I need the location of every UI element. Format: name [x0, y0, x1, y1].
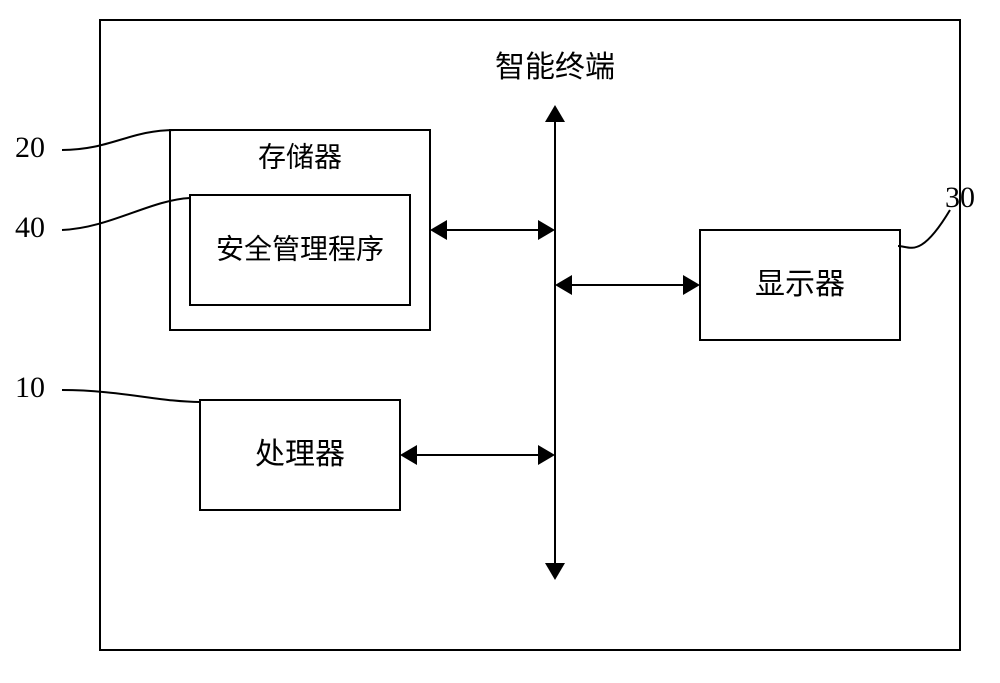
ref-30: 30 [945, 181, 975, 214]
program-label: 安全管理程序 [216, 233, 384, 265]
ref-40: 40 [15, 211, 45, 244]
diagram-title: 智能终端 [495, 51, 615, 84]
diagram-canvas: 智能终端 存储器 安全管理程序 处理器 显示器 20 40 10 30 [0, 0, 1000, 683]
ref-20: 20 [15, 131, 45, 164]
processor-label: 处理器 [255, 438, 345, 471]
display-label: 显示器 [755, 268, 845, 301]
memory-label: 存储器 [258, 141, 342, 173]
ref-10: 10 [15, 371, 45, 404]
